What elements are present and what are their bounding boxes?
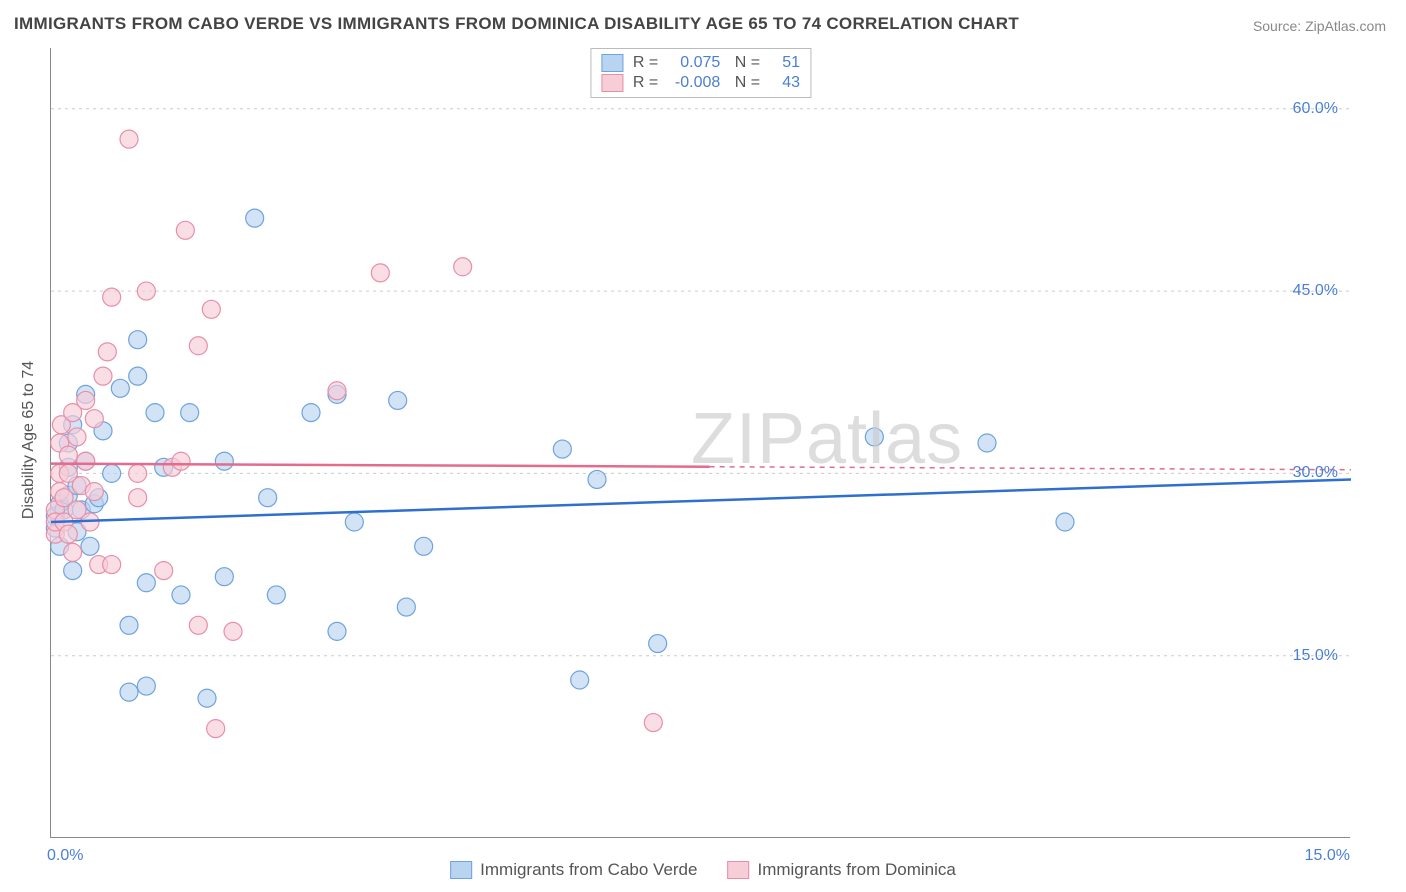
data-point xyxy=(454,258,472,276)
y-tick-label: 60.0% xyxy=(1293,100,1338,118)
data-point xyxy=(328,382,346,400)
plot-area: ZIPatlas R =0.075 N =51R =-0.008 N =43 1… xyxy=(50,48,1350,838)
data-point xyxy=(189,337,207,355)
legend-swatch xyxy=(601,74,623,92)
trend-line-extrapolated xyxy=(710,467,1351,470)
data-point xyxy=(644,714,662,732)
data-point xyxy=(77,452,95,470)
data-point xyxy=(259,489,277,507)
data-point xyxy=(120,130,138,148)
data-point xyxy=(345,513,363,531)
data-point xyxy=(85,410,103,428)
data-point xyxy=(129,489,147,507)
y-tick-label: 30.0% xyxy=(1293,464,1338,482)
data-point xyxy=(94,367,112,385)
data-point xyxy=(202,300,220,318)
data-point xyxy=(64,562,82,580)
data-point xyxy=(81,537,99,555)
x-tick-left: 0.0% xyxy=(47,847,83,865)
data-point xyxy=(85,483,103,501)
data-point xyxy=(389,391,407,409)
trend-line xyxy=(51,479,1351,522)
data-point xyxy=(865,428,883,446)
data-point xyxy=(553,440,571,458)
legend-label: Immigrants from Dominica xyxy=(757,860,955,880)
data-point xyxy=(111,379,129,397)
r-value: 0.075 xyxy=(668,54,720,72)
data-point xyxy=(120,616,138,634)
data-point xyxy=(302,404,320,422)
n-value: 43 xyxy=(770,74,800,92)
n-value: 51 xyxy=(770,54,800,72)
r-label: R = xyxy=(633,54,658,72)
data-point xyxy=(1056,513,1074,531)
data-point xyxy=(397,598,415,616)
correlation-legend: R = 0.075 N = 51 R = -0.008 N = 43 xyxy=(590,48,811,98)
n-label: N = xyxy=(730,74,760,92)
r-value: -0.008 xyxy=(668,74,720,92)
data-point xyxy=(155,562,173,580)
legend-row: R = -0.008 N = 43 xyxy=(601,73,800,93)
data-point xyxy=(649,635,667,653)
data-point xyxy=(328,622,346,640)
data-point xyxy=(172,586,190,604)
data-point xyxy=(172,452,190,470)
x-tick-right: 15.0% xyxy=(1305,847,1350,865)
data-point xyxy=(98,343,116,361)
data-point xyxy=(215,452,233,470)
n-label: N = xyxy=(730,54,760,72)
data-point xyxy=(978,434,996,452)
trend-line xyxy=(51,464,710,467)
data-point xyxy=(68,428,86,446)
data-point xyxy=(103,464,121,482)
y-tick-label: 45.0% xyxy=(1293,282,1338,300)
data-point xyxy=(588,470,606,488)
data-point xyxy=(207,720,225,738)
data-point xyxy=(267,586,285,604)
data-point xyxy=(246,209,264,227)
data-point xyxy=(137,282,155,300)
data-point xyxy=(129,367,147,385)
legend-label: Immigrants from Cabo Verde xyxy=(480,860,697,880)
data-point xyxy=(415,537,433,555)
legend-swatch xyxy=(601,54,623,72)
data-point xyxy=(137,574,155,592)
data-point xyxy=(571,671,589,689)
data-point xyxy=(189,616,207,634)
y-axis-label: Disability Age 65 to 74 xyxy=(20,361,38,519)
data-point xyxy=(198,689,216,707)
data-point xyxy=(129,331,147,349)
data-point xyxy=(77,391,95,409)
data-point xyxy=(59,525,77,543)
data-point xyxy=(215,568,233,586)
data-point xyxy=(371,264,389,282)
data-point xyxy=(59,446,77,464)
data-point xyxy=(103,288,121,306)
source-attribution: Source: ZipAtlas.com xyxy=(1253,18,1386,34)
legend-swatch xyxy=(450,861,472,879)
chart-title: IMMIGRANTS FROM CABO VERDE VS IMMIGRANTS… xyxy=(14,14,1019,34)
data-point xyxy=(181,404,199,422)
y-tick-label: 15.0% xyxy=(1293,647,1338,665)
data-point xyxy=(64,543,82,561)
series-legend: Immigrants from Cabo Verde Immigrants fro… xyxy=(450,860,956,880)
data-point xyxy=(176,221,194,239)
legend-swatch xyxy=(727,861,749,879)
legend-item: Immigrants from Cabo Verde xyxy=(450,860,697,880)
data-point xyxy=(129,464,147,482)
data-point xyxy=(120,683,138,701)
legend-row: R = 0.075 N = 51 xyxy=(601,53,800,73)
data-point xyxy=(146,404,164,422)
scatter-chart xyxy=(51,48,1351,838)
data-point xyxy=(137,677,155,695)
legend-item: Immigrants from Dominica xyxy=(727,860,955,880)
r-label: R = xyxy=(633,74,658,92)
data-point xyxy=(103,556,121,574)
data-point xyxy=(224,622,242,640)
